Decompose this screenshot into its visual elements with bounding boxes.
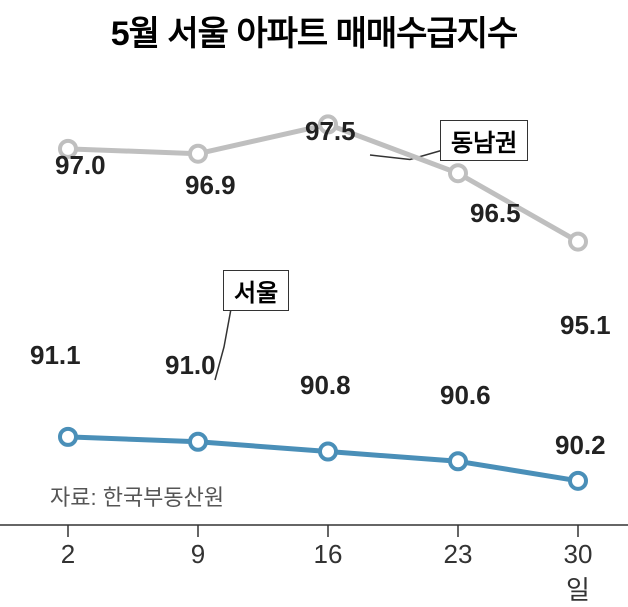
chart-area: 97.0 96.9 97.5 96.5 95.1 91.1 91.0 90.8 90.6 90.2…: [0, 60, 628, 575]
series-label-동남권: 동남권: [440, 120, 528, 161]
source-label: 자료: 한국부동산원: [50, 480, 224, 512]
value-label: 96.5: [470, 198, 521, 229]
value-label: 95.1: [560, 310, 611, 341]
value-label: 97.5: [305, 116, 356, 147]
xtick-label: 2: [61, 539, 75, 570]
value-label: 90.8: [300, 370, 351, 401]
value-label: 96.9: [185, 170, 236, 201]
value-label: 90.2: [555, 430, 606, 461]
xtick-label: 23: [444, 539, 473, 570]
value-label: 97.0: [55, 150, 106, 181]
series-label-서울: 서울: [223, 270, 289, 311]
value-label: 91.0: [165, 350, 216, 381]
value-label: 91.1: [30, 340, 81, 371]
chart-title: 5월 서울 아파트 매매수급지수: [0, 6, 628, 55]
value-label: 90.6: [440, 380, 491, 411]
xtick-label: 30일: [553, 539, 603, 607]
xtick-label: 9: [191, 539, 205, 570]
xtick-label: 16: [314, 539, 343, 570]
